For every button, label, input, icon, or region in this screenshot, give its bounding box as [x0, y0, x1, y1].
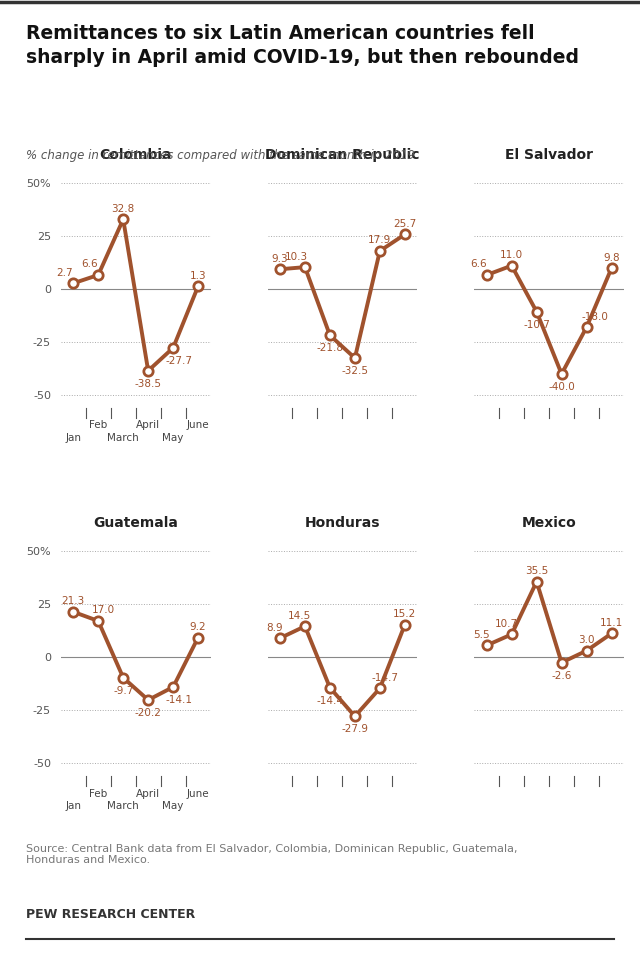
Text: -21.8: -21.8 [316, 343, 344, 354]
Text: May: May [163, 801, 184, 811]
Text: 11.0: 11.0 [500, 250, 524, 260]
Text: May: May [163, 433, 184, 442]
Text: -9.7: -9.7 [113, 685, 133, 696]
Text: -40.0: -40.0 [548, 382, 575, 392]
Point [118, 670, 129, 685]
Point [275, 261, 285, 277]
Point [324, 680, 335, 695]
Point [481, 267, 492, 282]
Point [531, 304, 541, 319]
Text: March: March [108, 433, 139, 442]
Point [168, 680, 179, 695]
Point [375, 243, 385, 258]
Point [68, 276, 79, 291]
Text: 6.6: 6.6 [470, 259, 486, 269]
Text: -38.5: -38.5 [134, 379, 162, 388]
Point [93, 613, 104, 629]
Text: 17.9: 17.9 [368, 235, 392, 246]
Point [506, 627, 516, 642]
Title: Mexico: Mexico [522, 516, 577, 530]
Text: 10.3: 10.3 [285, 252, 308, 261]
Text: 11.1: 11.1 [600, 618, 623, 628]
Text: 10.7: 10.7 [495, 619, 518, 629]
Text: 35.5: 35.5 [525, 566, 548, 576]
Point [531, 574, 541, 589]
Text: 5.5: 5.5 [473, 629, 490, 640]
Text: Source: Central Bank data from El Salvador, Colombia, Dominican Republic, Guatem: Source: Central Bank data from El Salvad… [26, 844, 517, 865]
Text: 2.7: 2.7 [56, 268, 73, 278]
Text: Jan: Jan [65, 801, 81, 811]
Text: 25.7: 25.7 [393, 219, 417, 228]
Text: 17.0: 17.0 [92, 605, 115, 615]
Text: -14.7: -14.7 [372, 673, 399, 683]
Text: June: June [187, 420, 209, 431]
Point [324, 328, 335, 343]
Text: 6.6: 6.6 [82, 259, 98, 269]
Text: -14.1: -14.1 [165, 695, 192, 705]
Title: Colombia: Colombia [99, 147, 172, 162]
Text: -20.2: -20.2 [135, 708, 162, 718]
Text: % change in remittances compared with the same month in 2019: % change in remittances compared with th… [26, 149, 415, 162]
Text: -18.0: -18.0 [582, 311, 609, 322]
Text: Feb: Feb [89, 789, 108, 798]
Text: March: March [108, 801, 139, 811]
Text: 32.8: 32.8 [111, 203, 135, 214]
Point [556, 655, 566, 670]
Text: PEW RESEARCH CENTER: PEW RESEARCH CENTER [26, 908, 195, 921]
Point [275, 630, 285, 646]
Point [506, 258, 516, 274]
Text: 3.0: 3.0 [579, 635, 595, 645]
Point [93, 267, 104, 282]
Text: -32.5: -32.5 [341, 366, 369, 376]
Text: April: April [136, 420, 160, 431]
Text: 8.9: 8.9 [266, 623, 283, 632]
Point [143, 363, 154, 379]
Text: 21.3: 21.3 [61, 597, 85, 606]
Text: Feb: Feb [89, 420, 108, 431]
Point [143, 692, 154, 708]
Title: Honduras: Honduras [305, 516, 380, 530]
Text: April: April [136, 789, 160, 798]
Text: -10.7: -10.7 [523, 320, 550, 330]
Text: 15.2: 15.2 [393, 609, 417, 619]
Point [375, 681, 385, 696]
Point [193, 629, 204, 645]
Title: El Salvador: El Salvador [505, 147, 593, 162]
Text: Remittances to six Latin American countries fell
sharply in April amid COVID-19,: Remittances to six Latin American countr… [26, 24, 579, 67]
Point [350, 709, 360, 724]
Point [400, 617, 410, 632]
Text: 14.5: 14.5 [288, 611, 311, 621]
Title: Guatemala: Guatemala [93, 516, 178, 530]
Text: -27.7: -27.7 [165, 356, 192, 366]
Point [556, 366, 566, 382]
Point [168, 340, 179, 356]
Text: 9.8: 9.8 [604, 253, 620, 262]
Text: -27.9: -27.9 [341, 724, 369, 735]
Text: 9.3: 9.3 [271, 254, 288, 264]
Point [300, 619, 310, 634]
Point [350, 350, 360, 365]
Title: Dominican Republic: Dominican Republic [265, 147, 420, 162]
Point [606, 260, 616, 276]
Point [400, 227, 410, 242]
Point [118, 212, 129, 228]
Point [193, 279, 204, 294]
Point [581, 643, 591, 658]
Text: Jan: Jan [65, 433, 81, 442]
Text: June: June [187, 789, 209, 798]
Point [606, 626, 616, 641]
Point [581, 319, 591, 335]
Point [481, 637, 492, 653]
Point [300, 259, 310, 275]
Text: 9.2: 9.2 [190, 622, 207, 632]
Text: -14.4: -14.4 [316, 696, 344, 706]
Text: -2.6: -2.6 [552, 671, 572, 681]
Text: 1.3: 1.3 [190, 271, 207, 281]
Point [68, 604, 79, 620]
